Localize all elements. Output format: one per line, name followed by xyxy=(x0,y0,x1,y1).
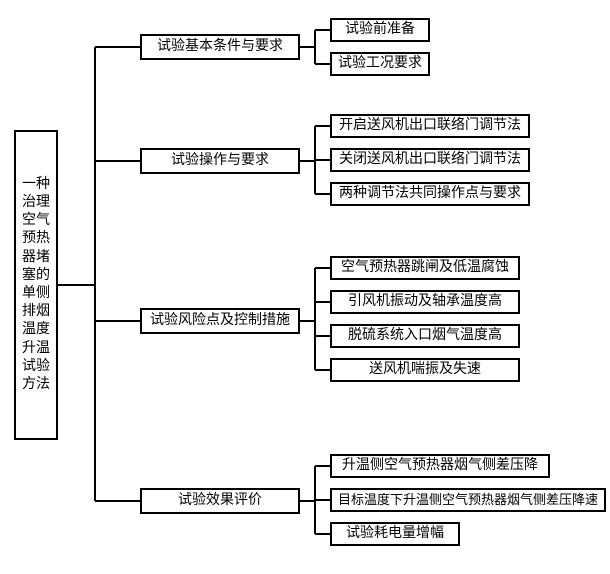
leaf-label: 升温侧空气预热器烟气侧差压降 xyxy=(342,457,538,475)
branch-label: 试验效果评价 xyxy=(178,492,262,510)
branch-operations: 试验操作与要求 xyxy=(140,148,300,174)
branch-basic-conditions: 试验基本条件与要求 xyxy=(140,34,300,60)
leaf-label: 关闭送风机出口联络门调节法 xyxy=(339,151,521,169)
root-label: 一种治理空气预热器堵塞的单侧排烟温度升温试验方法 xyxy=(20,176,52,394)
leaf-both-methods: 两种调节法共同操作点与要求 xyxy=(330,182,530,206)
branch-label: 试验操作与要求 xyxy=(171,152,269,170)
leaf-power-increase: 试验耗电量增幅 xyxy=(330,522,460,546)
leaf-label: 目标温度下升温侧空气预热器烟气侧差压降速 xyxy=(338,492,598,509)
leaf-open-damper: 开启送风机出口联络门调节法 xyxy=(330,114,530,138)
leaf-label: 试验工况要求 xyxy=(338,55,422,73)
leaf-label: 送风机喘振及失速 xyxy=(369,361,481,379)
branch-label: 试验风险点及控制措施 xyxy=(150,312,290,330)
leaf-dp-drop: 升温侧空气预热器烟气侧差压降 xyxy=(330,454,550,478)
leaf-preheater-trip: 空气预热器跳闸及低温腐蚀 xyxy=(330,256,520,280)
leaf-test-condition-req: 试验工况要求 xyxy=(330,52,430,76)
branch-label: 试验基本条件与要求 xyxy=(157,38,283,56)
leaf-dp-drop-rate: 目标温度下升温侧空气预热器烟气侧差压降速 xyxy=(330,488,606,512)
leaf-label: 开启送风机出口联络门调节法 xyxy=(339,117,521,135)
leaf-pre-test-prep: 试验前准备 xyxy=(330,18,430,42)
root-node: 一种治理空气预热器堵塞的单侧排烟温度升温试验方法 xyxy=(14,130,58,440)
leaf-label: 试验前准备 xyxy=(345,21,415,39)
leaf-label: 引风机振动及轴承温度高 xyxy=(348,293,502,311)
leaf-close-damper: 关闭送风机出口联络门调节法 xyxy=(330,148,530,172)
leaf-label: 试验耗电量增幅 xyxy=(346,525,444,543)
leaf-desulf-temp: 脱硫系统入口烟气温度高 xyxy=(330,324,520,348)
branch-risks: 试验风险点及控制措施 xyxy=(140,308,300,334)
leaf-label: 空气预热器跳闸及低温腐蚀 xyxy=(341,259,509,277)
leaf-idfan-vibration: 引风机振动及轴承温度高 xyxy=(330,290,520,314)
leaf-label: 脱硫系统入口烟气温度高 xyxy=(348,327,502,345)
branch-evaluation: 试验效果评价 xyxy=(140,488,300,514)
leaf-fdfan-surge: 送风机喘振及失速 xyxy=(330,358,520,382)
leaf-label: 两种调节法共同操作点与要求 xyxy=(339,185,521,203)
